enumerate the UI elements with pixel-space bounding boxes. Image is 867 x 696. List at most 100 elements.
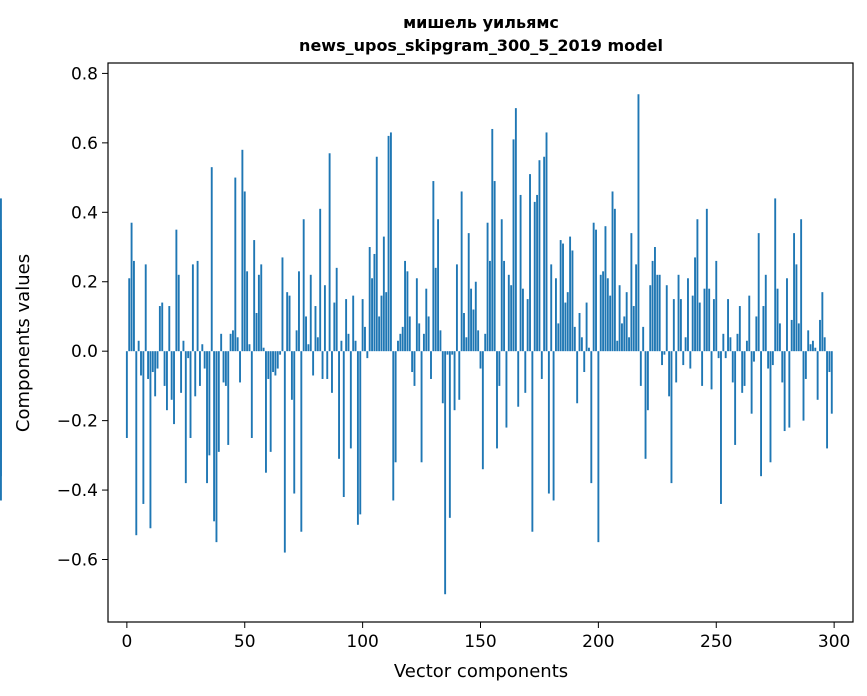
bar-173 xyxy=(533,201,536,352)
bar-216 xyxy=(635,264,638,352)
bar-191 xyxy=(576,351,579,404)
bar-205 xyxy=(609,295,612,352)
bar-170 xyxy=(526,299,529,352)
bar-271 xyxy=(764,274,767,352)
bar-45 xyxy=(232,330,234,352)
bar-27 xyxy=(189,351,192,438)
bar-276 xyxy=(776,288,779,352)
bar-249 xyxy=(712,299,715,352)
bar-184 xyxy=(559,240,562,352)
bar-53 xyxy=(250,351,253,438)
y-tick-label: 0.0 xyxy=(71,342,98,362)
bar-197 xyxy=(590,351,593,484)
bar-86 xyxy=(328,153,331,352)
bar-199 xyxy=(595,229,597,352)
bar-142 xyxy=(460,191,463,352)
y-tick-label: −0.6 xyxy=(57,551,98,571)
bar-299 xyxy=(830,351,833,414)
bar-12 xyxy=(154,351,157,397)
bar-290 xyxy=(809,344,812,352)
bar-153 xyxy=(486,222,489,352)
bar-103 xyxy=(368,247,371,352)
bar-220 xyxy=(644,351,647,459)
bar-55 xyxy=(255,312,258,352)
bar-230 xyxy=(668,351,671,397)
bar-57 xyxy=(260,264,263,352)
bar-236 xyxy=(682,351,685,366)
bar-138 xyxy=(451,351,454,355)
bar-281 xyxy=(788,351,791,428)
bar-130 xyxy=(432,181,435,352)
bar-54 xyxy=(253,240,256,352)
bar-144 xyxy=(465,337,468,352)
bar-246 xyxy=(705,208,708,352)
bar-106 xyxy=(375,156,378,352)
bar-176 xyxy=(540,351,543,379)
bar-155 xyxy=(491,128,494,352)
bar-29 xyxy=(194,351,197,397)
bar-46 xyxy=(234,177,237,352)
bar-undefined xyxy=(0,257,2,352)
bar-23 xyxy=(180,351,183,393)
bar-32 xyxy=(201,344,204,352)
bar-180 xyxy=(550,264,553,352)
bar-64 xyxy=(276,351,279,369)
bar-282 xyxy=(790,319,793,352)
bar-17 xyxy=(166,351,168,411)
bar-280 xyxy=(786,278,788,352)
bar-233 xyxy=(675,351,678,383)
bar-247 xyxy=(708,288,711,352)
bar-14 xyxy=(158,306,161,352)
bar-15 xyxy=(161,302,164,352)
bar-164 xyxy=(512,139,515,352)
bar-90 xyxy=(338,351,340,459)
bar-66 xyxy=(281,257,284,352)
x-tick-label: 50 xyxy=(234,632,256,652)
bar-137 xyxy=(448,351,451,518)
bar-131 xyxy=(434,267,437,352)
x-axis-label: Vector components xyxy=(394,661,568,682)
bar-91 xyxy=(340,340,343,352)
bar-268 xyxy=(757,233,760,352)
bar-94 xyxy=(347,333,350,352)
bar-125 xyxy=(420,351,423,463)
bar-146 xyxy=(470,288,473,352)
bar-152 xyxy=(484,333,487,352)
bar-98 xyxy=(356,351,359,525)
bar-69 xyxy=(288,295,291,352)
bar-179 xyxy=(547,351,550,494)
bar-255 xyxy=(727,299,729,352)
bar-203 xyxy=(604,226,607,352)
x-tick-label: 250 xyxy=(700,632,732,652)
bar-158 xyxy=(498,351,501,386)
x-tick-label: 200 xyxy=(582,632,614,652)
bar-38 xyxy=(215,351,218,543)
bar-162 xyxy=(507,274,510,352)
bar-118 xyxy=(404,260,406,352)
bar-51 xyxy=(246,271,249,352)
bar-193 xyxy=(580,337,583,352)
bar-96 xyxy=(352,295,355,352)
bar-296 xyxy=(823,337,826,352)
y-tick-label: 0.4 xyxy=(71,203,98,223)
bar-121 xyxy=(411,351,414,373)
bar-39 xyxy=(217,351,220,452)
bar-48 xyxy=(239,351,241,383)
bar-243 xyxy=(698,302,701,352)
bar-207 xyxy=(613,208,616,352)
bar-272 xyxy=(767,351,770,369)
bar-242 xyxy=(696,219,699,352)
bar-269 xyxy=(760,351,762,477)
bar-114 xyxy=(394,351,397,463)
bars-group xyxy=(0,94,833,595)
bar-81 xyxy=(316,337,319,352)
bar-71 xyxy=(293,351,296,494)
bar-52 xyxy=(248,344,251,352)
bar-248 xyxy=(710,351,713,390)
bar-123 xyxy=(415,278,418,352)
bar-95 xyxy=(349,351,352,449)
bar-218 xyxy=(639,351,642,386)
bar-283 xyxy=(793,233,796,352)
bar-273 xyxy=(769,351,772,463)
bar-277 xyxy=(778,323,781,352)
